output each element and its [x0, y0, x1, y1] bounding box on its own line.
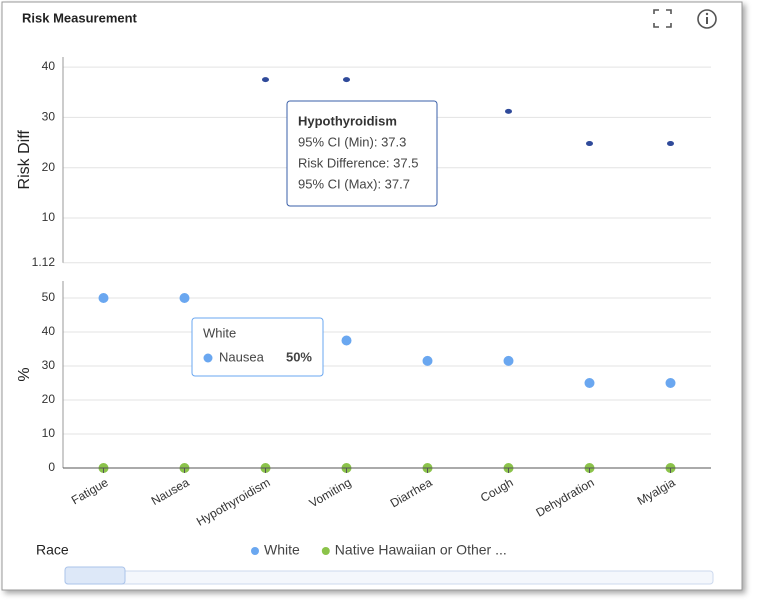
y-tick-label: 1.12	[32, 255, 56, 269]
y-tick-label: 20	[42, 392, 56, 406]
y-tick-label: 40	[42, 59, 56, 73]
tooltip-line: Risk Difference: 37.5	[298, 155, 418, 170]
tooltip-item: Nausea	[219, 349, 265, 364]
risk-point	[667, 141, 674, 147]
point	[665, 378, 676, 388]
point	[179, 293, 190, 303]
tooltip-line: 95% CI (Min): 37.3	[298, 134, 406, 149]
tooltip-value: 50%	[286, 349, 312, 364]
risk-point	[343, 77, 350, 83]
point	[422, 355, 433, 366]
point	[584, 378, 595, 388]
legend-marker	[321, 547, 330, 555]
y-axis-title: %	[16, 367, 33, 381]
risk-point	[262, 77, 269, 83]
y-tick-label: 40	[42, 324, 56, 338]
tooltip-line: 95% CI (Max): 37.7	[298, 176, 410, 191]
legend-marker	[251, 547, 259, 555]
widget-frame	[1, 1, 743, 591]
legend-label: White	[264, 542, 300, 558]
y-tick-label: 20	[42, 160, 56, 174]
tooltip	[286, 100, 438, 207]
legend-label: Native Hawaiian or Other ...	[335, 542, 507, 558]
point	[98, 293, 109, 303]
y-tick-label: 30	[42, 110, 56, 124]
slider-handle[interactable]	[64, 566, 126, 585]
tooltip	[191, 317, 324, 377]
risk-point	[505, 108, 512, 114]
risk-point	[586, 141, 593, 147]
range-slider[interactable]	[64, 570, 714, 585]
tooltip-marker	[203, 353, 213, 363]
widget-title: Risk Measurement	[22, 10, 138, 25]
legend-title: Race	[36, 542, 69, 558]
tooltip-title: Hypothyroidism	[298, 113, 397, 128]
info-icon[interactable]	[697, 9, 717, 29]
y-tick-label: 10	[42, 426, 56, 440]
point	[341, 335, 352, 346]
point	[503, 355, 514, 366]
fullscreen-icon[interactable]	[653, 9, 672, 28]
y-tick-label: 30	[42, 358, 56, 372]
y-tick-label: 0	[48, 460, 55, 474]
y-tick-label: 50	[42, 290, 56, 304]
y-tick-label: 10	[42, 210, 56, 224]
tooltip-title: White	[203, 325, 236, 340]
y-axis-title: Risk Diff	[16, 130, 33, 190]
